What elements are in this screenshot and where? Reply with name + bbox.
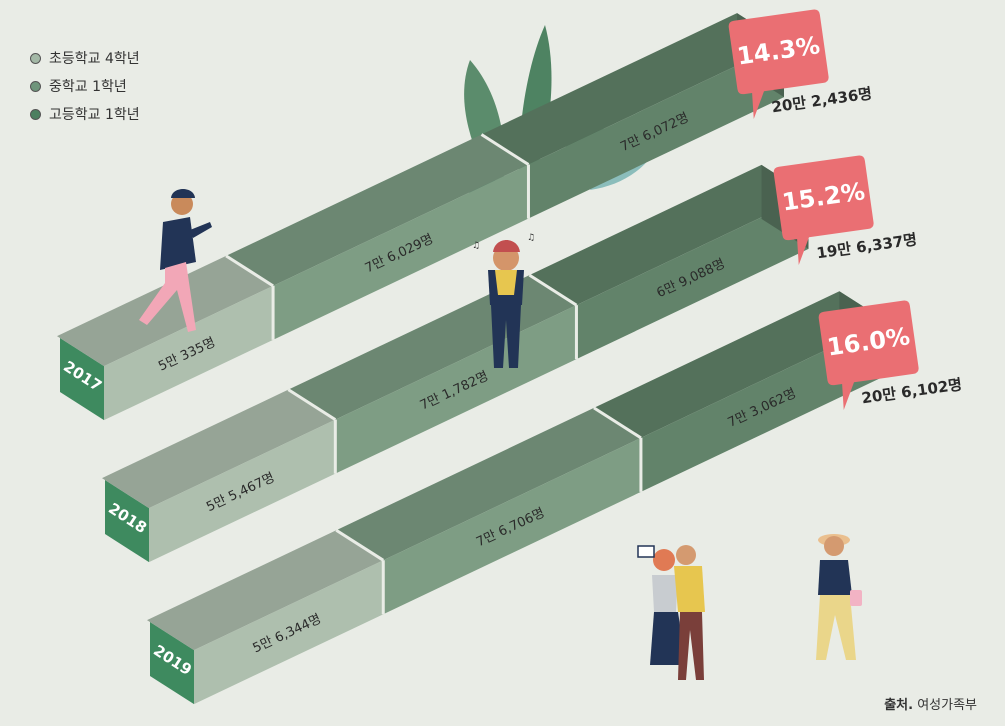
year-tag <box>60 338 104 421</box>
segment-divider <box>480 133 530 166</box>
source-value: 여성가족부 <box>917 698 977 713</box>
couple-illustration <box>637 545 705 680</box>
bar-segment-front <box>194 560 384 705</box>
callout-bubble <box>818 300 919 410</box>
bar-segment-front <box>528 43 784 219</box>
woman-with-hat-illustration <box>816 534 862 660</box>
bar-segment-front <box>576 194 809 360</box>
source-note: 출처. 여성가족부 <box>884 694 977 713</box>
legend-item: 고등학교 1학년 <box>30 100 140 128</box>
person-with-headphones-illustration: ♫ ♫ <box>472 233 535 368</box>
callout-total: 19만 6,337명 <box>815 230 918 262</box>
bar-segment-front <box>640 321 887 492</box>
legend-dot-icon <box>30 52 41 64</box>
year-tag <box>105 480 149 563</box>
bar-segment-top <box>593 291 887 438</box>
legend-item: 초등학교 4학년 <box>30 44 140 72</box>
legend-label: 초등학교 4학년 <box>49 51 140 67</box>
segment-divider <box>528 273 578 307</box>
callout-total: 20만 2,436명 <box>770 84 873 116</box>
segment-divider <box>287 388 337 421</box>
bar-segment-top <box>57 255 274 367</box>
legend-dot-icon <box>30 108 41 120</box>
legend-dot-icon <box>30 80 41 92</box>
bar-segment-front <box>273 164 529 340</box>
segment-divider <box>225 254 274 288</box>
svg-text:♫: ♫ <box>527 233 535 243</box>
callout-bubble <box>728 9 829 119</box>
bar-segment-top <box>102 389 336 509</box>
bar-segment-front <box>104 285 274 421</box>
source-label: 출처. <box>884 698 914 713</box>
person-walking-illustration <box>139 189 212 332</box>
bar-segment-front <box>149 419 336 563</box>
year-tag <box>150 622 194 705</box>
segment-divider <box>593 406 642 440</box>
legend-item: 중학교 1학년 <box>30 72 140 100</box>
legend-label: 중학교 1학년 <box>49 79 127 95</box>
svg-text:♫: ♫ <box>472 241 480 251</box>
bar-segment-top <box>336 407 641 561</box>
bar-segment-top <box>529 164 809 306</box>
legend-label: 고등학교 1학년 <box>49 107 140 123</box>
bar-segment-front <box>383 437 641 615</box>
bar-segment-top <box>147 530 384 651</box>
callout-bubble <box>773 155 874 265</box>
bar-segment-top <box>481 13 784 165</box>
bar-segment-top <box>226 134 529 286</box>
segment-divider <box>335 528 385 562</box>
